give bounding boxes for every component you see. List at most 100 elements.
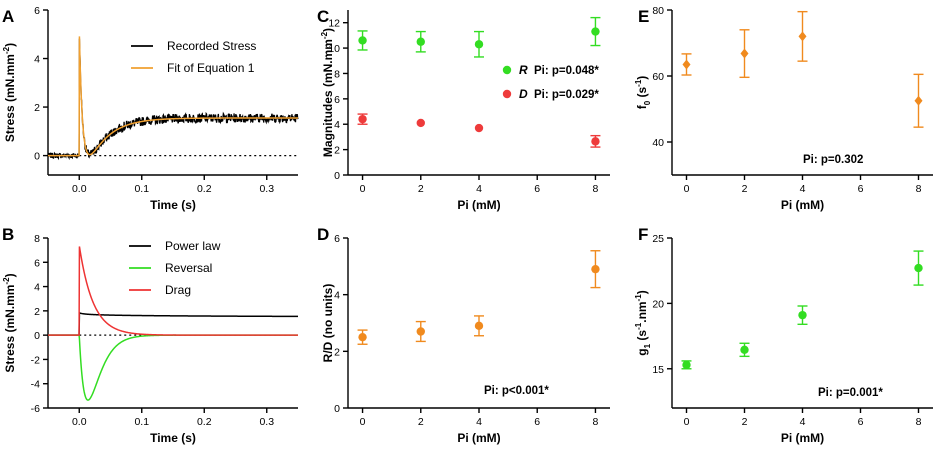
data-point: [358, 114, 367, 124]
x-tick-label: 6: [858, 183, 864, 195]
y-tick-label: 15: [652, 364, 664, 376]
y-axis-label-part: -1: [634, 79, 643, 87]
y-tick-label: 6: [334, 233, 340, 245]
y-axis-label-part: ): [3, 43, 17, 47]
x-tick-label: 0.0: [72, 183, 87, 195]
y-axis-label-part: ): [635, 76, 649, 80]
y-axis-label-part: f: [635, 104, 649, 109]
x-tick-label: 2: [418, 183, 424, 195]
x-tick-label: 4: [476, 183, 482, 195]
data-point: [474, 40, 484, 49]
y-axis-label-part: -2: [2, 46, 11, 54]
x-tick-label: 0.1: [134, 416, 149, 428]
series-line-drag: [48, 246, 298, 336]
data-point: [358, 36, 367, 45]
y-axis-label: g1 (s-1.nm-1): [634, 290, 652, 355]
panel-label: F: [638, 225, 648, 244]
stat-annotation: Pi: p=0.302: [803, 154, 863, 166]
legend-marker: [502, 65, 512, 75]
y-tick-label: 0: [334, 170, 340, 182]
y-axis-label-part: 1: [643, 343, 652, 348]
y-tick-label: 8: [34, 233, 40, 245]
legend-entry: R: [519, 63, 528, 77]
y-axis-label-part: ): [321, 28, 335, 32]
y-tick-label: 4: [34, 54, 40, 66]
x-tick-label: 8: [916, 183, 922, 195]
series-line-fit: [48, 36, 298, 157]
y-axis-label: f0 (s-1): [634, 76, 652, 110]
data-point: [416, 118, 425, 128]
x-tick-label: 0: [360, 416, 366, 428]
panel-label: E: [638, 7, 649, 26]
x-tick-label: 6: [534, 183, 540, 195]
x-tick-label: 6: [858, 416, 864, 428]
y-tick-label: 6: [334, 94, 340, 106]
panel-label: B: [2, 225, 14, 244]
y-tick-label: 6: [34, 5, 40, 17]
panel-A: 0.0 0.1 0.2 0.3 0 2 4 6 Time (s) Stress (mN.mm-2)…: [2, 5, 299, 212]
y-tick-label: 0: [34, 330, 40, 342]
x-tick-label: 0.3: [259, 416, 274, 428]
y-axis-label-part: -2: [320, 31, 329, 39]
x-tick-label: 0: [360, 183, 366, 195]
x-tick-label: 8: [916, 416, 922, 428]
y-axis-label-part: (s: [635, 330, 649, 344]
y-axis-label-part: Stress (mN.mm: [3, 54, 17, 142]
data-point: [740, 48, 749, 59]
series-line-power: [48, 311, 298, 336]
y-axis-label: Stress (mN.mm-2): [2, 43, 17, 142]
y-tick-label: 0: [34, 151, 40, 163]
panel-D: 0 2 4 6 8 0 2 4 6 Pi (mM) R/D (no units) D Pi: p<0.0…: [317, 225, 610, 445]
x-tick-label: 6: [534, 416, 540, 428]
data-point: [591, 264, 600, 274]
y-axis-label-part: Magnitudes (mN.mm: [321, 39, 335, 157]
x-tick-label: 0.0: [72, 416, 87, 428]
x-tick-label: 2: [742, 416, 748, 428]
x-axis-label: Time (s): [150, 198, 196, 212]
y-tick-label: 4: [334, 290, 340, 302]
legend-stat: Pi: p=0.029*: [534, 89, 599, 101]
x-axis-label: Time (s): [150, 431, 196, 445]
x-axis-label: Pi (mM): [457, 198, 500, 212]
panel-B: 0.0 0.1 0.2 0.3 -6 -4 -2 0 2 4 6 8 Time (s) Stress (m…: [2, 225, 298, 445]
y-axis-label: Magnitudes (mN.mm-2): [320, 28, 335, 157]
x-axis-label: Pi (mM): [781, 431, 824, 445]
x-tick-label: 2: [742, 183, 748, 195]
stat-annotation: Pi: p<0.001*: [484, 385, 549, 397]
y-axis-label-part: g: [635, 348, 649, 355]
y-tick-label: 6: [34, 257, 40, 269]
x-tick-label: 0: [684, 416, 690, 428]
y-tick-label: -4: [31, 379, 40, 391]
stat-annotation: Pi: p=0.001*: [818, 387, 883, 399]
y-tick-label: 2: [334, 346, 340, 358]
x-axis-label: Pi (mM): [781, 198, 824, 212]
x-tick-label: 0: [684, 183, 690, 195]
data-point: [358, 332, 367, 342]
y-axis-label: Stress (mN.mm-2): [2, 273, 17, 372]
y-tick-label: 60: [652, 71, 664, 83]
legend-entry: Power law: [165, 239, 221, 253]
data-point: [591, 137, 600, 146]
x-tick-label: 8: [593, 183, 599, 195]
data-point: [914, 95, 923, 106]
x-tick-label: 0.3: [259, 183, 274, 195]
series-line-recorded: [47, 38, 299, 161]
y-tick-label: 25: [652, 233, 664, 245]
legend-entry: Reversal: [165, 261, 212, 275]
legend-marker: [502, 89, 512, 99]
data-point: [682, 360, 691, 370]
data-point: [682, 59, 691, 70]
panel-C: 0 2 4 6 8 0 2 4 6 8 10 12 Pi (mM) Magnitudes (mN.mm-2…: [317, 7, 610, 212]
data-point: [474, 321, 484, 331]
y-axis-label-part: (s: [635, 87, 649, 101]
legend-entry: Fit of Equation 1: [167, 61, 255, 75]
series-line-reversal: [48, 334, 298, 401]
y-tick-label: 20: [652, 298, 664, 310]
x-tick-label: 0.2: [197, 416, 212, 428]
y-axis-label-part: Stress (mN.mm: [3, 285, 17, 373]
y-axis-label-part: -1: [634, 294, 643, 302]
legend-entry: Drag: [165, 283, 191, 297]
